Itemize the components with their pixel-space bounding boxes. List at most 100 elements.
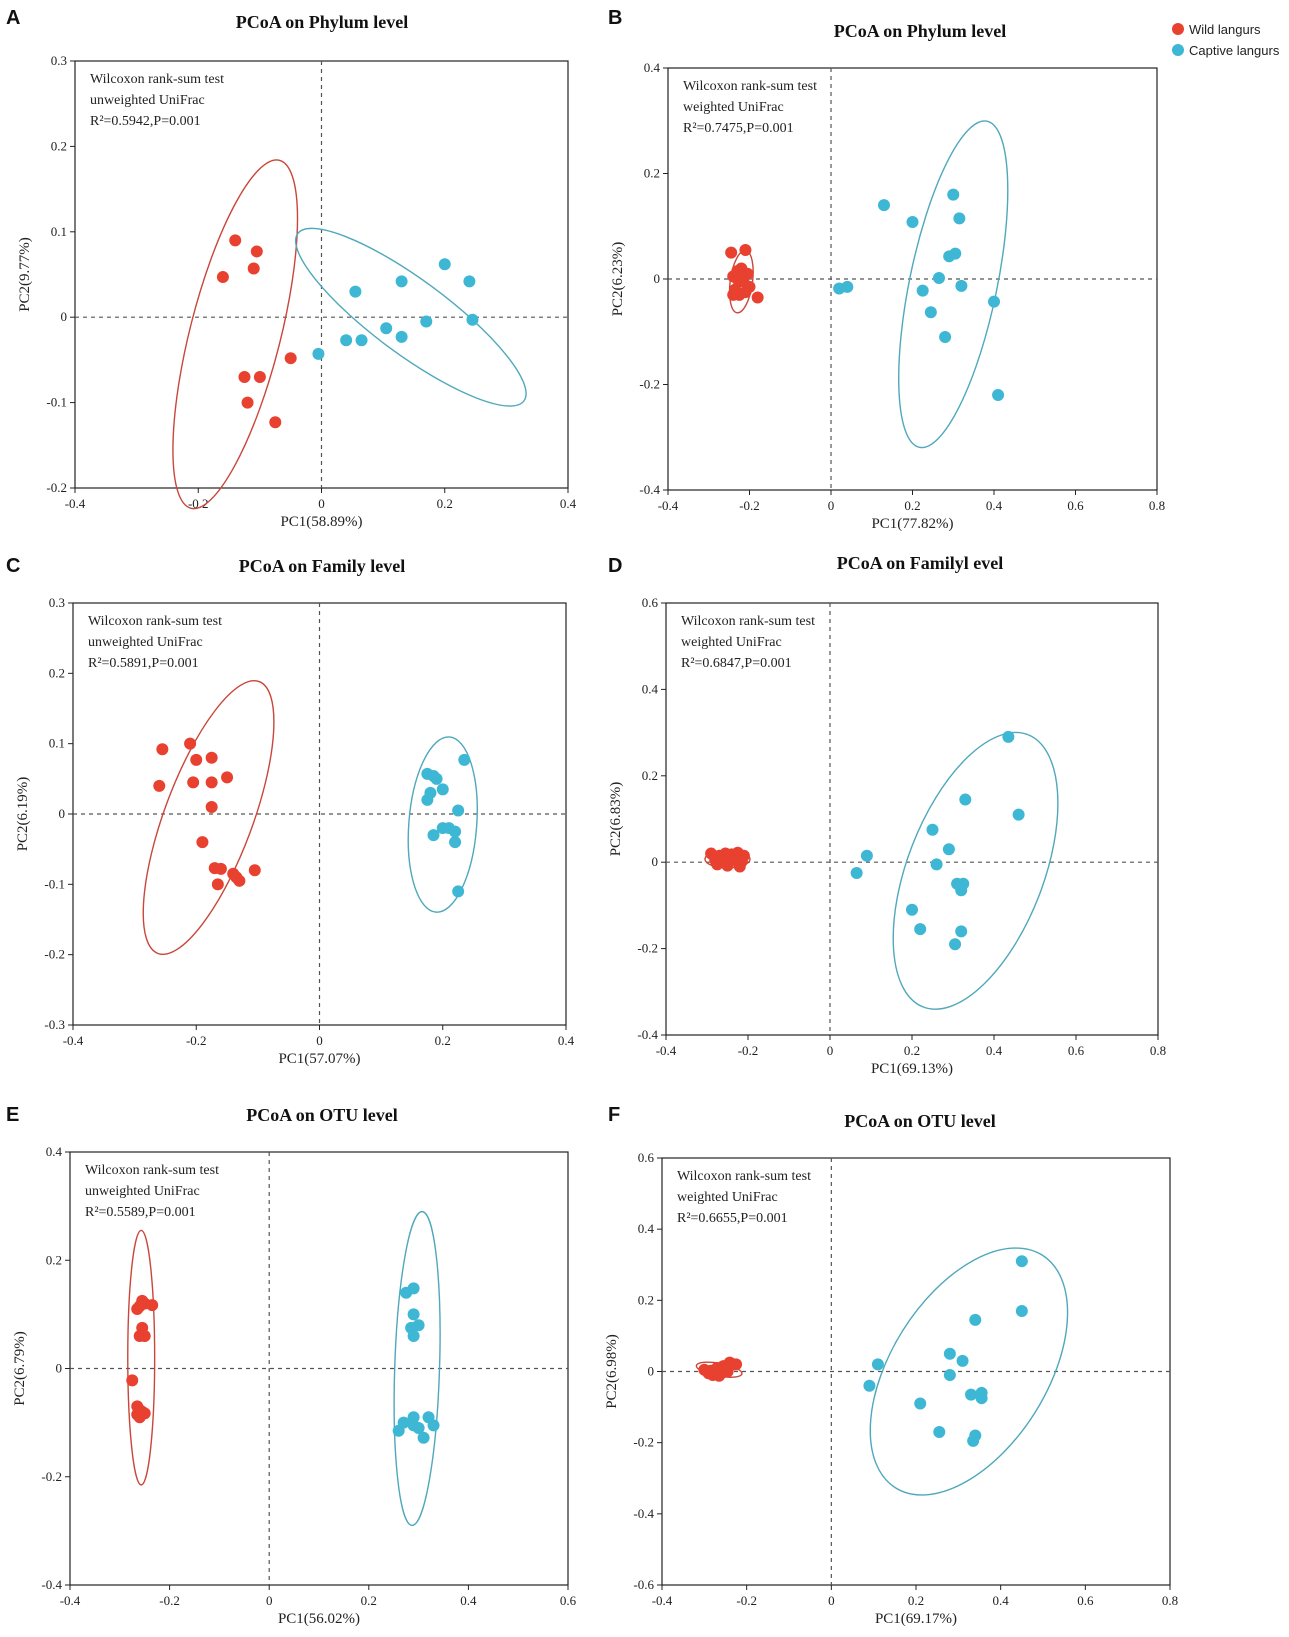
- x-tick-label: -0.2: [159, 1593, 180, 1608]
- confidence-ellipse-captive: [294, 227, 527, 407]
- x-tick-label: -0.4: [65, 496, 86, 511]
- data-point-captive: [877, 199, 890, 212]
- confidence-ellipse-wild: [172, 159, 299, 510]
- data-point-captive: [924, 306, 937, 319]
- data-point-captive: [395, 330, 408, 343]
- data-point-wild: [184, 737, 197, 750]
- data-point-wild: [146, 1299, 159, 1312]
- data-point-captive: [427, 829, 440, 842]
- data-point-captive: [992, 389, 1005, 402]
- data-point-captive: [1015, 1255, 1028, 1268]
- x-tick-label: -0.4: [658, 498, 679, 513]
- data-point-wild: [247, 262, 260, 275]
- y-tick-label: -0.4: [633, 1506, 654, 1521]
- data-point-captive: [1012, 808, 1025, 821]
- x-tick-label: 0: [316, 1033, 323, 1048]
- x-tick-label: -0.2: [736, 1593, 757, 1608]
- data-point-captive: [975, 1392, 988, 1405]
- x-tick-label: 0.8: [1162, 1593, 1178, 1608]
- x-tick-label: 0: [828, 498, 835, 513]
- data-point-wild: [233, 874, 246, 887]
- x-tick-label: 0.2: [904, 498, 920, 513]
- data-point-captive: [407, 1282, 420, 1295]
- data-point-wild: [751, 291, 764, 304]
- data-point-wild: [238, 370, 251, 383]
- data-point-captive: [943, 250, 956, 263]
- y-axis-label: PC2(6.83%): [608, 782, 624, 857]
- legend-marker-captive: [1172, 44, 1184, 56]
- confidence-ellipse-captive: [892, 731, 1059, 1010]
- panel-letter: F: [608, 1104, 620, 1126]
- annotation-line: unweighted UniFrac: [88, 635, 203, 650]
- data-point-wild: [216, 271, 229, 284]
- panel-letter: E: [6, 1104, 19, 1126]
- y-tick-label: -0.4: [637, 1027, 658, 1042]
- y-tick-label: 0.2: [51, 138, 67, 153]
- confidence-ellipse-wild: [142, 679, 275, 956]
- data-point-captive: [452, 804, 465, 817]
- data-point-captive: [943, 1347, 956, 1360]
- y-tick-label: 0.1: [49, 736, 65, 751]
- y-tick-label: 0: [56, 1361, 63, 1376]
- data-point-captive: [841, 280, 854, 293]
- data-point-wild: [711, 858, 724, 871]
- data-point-wild: [739, 243, 752, 256]
- data-point-wild: [741, 267, 754, 280]
- x-tick-label: -0.4: [63, 1033, 84, 1048]
- y-axis-label: PC2(6.98%): [604, 1334, 620, 1409]
- data-point-captive: [955, 925, 968, 938]
- x-tick-label: 0.2: [904, 1043, 920, 1058]
- data-point-wild: [133, 1411, 146, 1424]
- y-tick-label: 0.4: [642, 681, 659, 696]
- legend-label-captive: Captive langurs: [1189, 43, 1280, 58]
- data-point-wild: [250, 245, 263, 258]
- x-tick-label: -0.2: [188, 496, 209, 511]
- y-tick-label: 0.1: [51, 224, 67, 239]
- y-tick-label: 0.3: [49, 595, 65, 610]
- data-point-wild: [211, 878, 224, 891]
- data-point-captive: [436, 783, 449, 796]
- data-point-wild: [739, 286, 752, 299]
- data-point-wild: [205, 751, 218, 764]
- y-tick-label: 0.4: [644, 60, 661, 75]
- legend: Wild langurs Captive langurs: [1172, 22, 1280, 58]
- y-tick-label: 0.2: [644, 166, 660, 181]
- y-tick-label: -0.4: [41, 1577, 62, 1592]
- confidence-ellipse-captive: [407, 736, 478, 913]
- panel-f: F PCoA on OTU level -0.4 -0.2 0 0.2 0.4 0.6 0.8 -…: [604, 1104, 1178, 1627]
- data-point-captive: [436, 822, 449, 835]
- data-point-captive: [430, 772, 443, 785]
- data-point-captive: [395, 275, 408, 288]
- y-tick-label: 0.4: [46, 1144, 63, 1159]
- panel-letter: D: [608, 555, 622, 577]
- x-tick-label: -0.4: [60, 1593, 81, 1608]
- panel-e: E PCoA on OTU level -0.4 -0.2 0 0.2 0.4 0.6 -0.4…: [6, 1104, 577, 1627]
- data-point-captive: [349, 285, 362, 298]
- x-tick-label: -0.2: [186, 1033, 207, 1048]
- panel-title: PCoA on Phylum level: [236, 12, 409, 32]
- data-point-captive: [942, 843, 955, 856]
- annotation-line: Wilcoxon rank-sum test: [677, 1169, 811, 1184]
- data-point-captive: [463, 275, 476, 288]
- x-tick-label: 0.4: [993, 1593, 1010, 1608]
- data-point-captive: [438, 258, 451, 271]
- data-point-captive: [407, 1330, 420, 1343]
- data-point-wild: [205, 776, 218, 789]
- x-axis-label: PC1(58.89%): [280, 514, 362, 530]
- data-point-captive: [312, 347, 325, 360]
- y-axis-label: PC2(6.79%): [12, 1331, 28, 1406]
- data-point-wild: [190, 753, 203, 766]
- panel-title: PCoA on Phylum level: [834, 21, 1007, 41]
- data-point-captive: [380, 322, 393, 335]
- y-tick-label: -0.2: [639, 377, 660, 392]
- data-point-captive: [458, 753, 471, 766]
- data-point-captive: [860, 849, 873, 862]
- panel-b: B PCoA on Phylum level -0.4 -0.2 0 0.2 0.4 0.6 0…: [608, 7, 1165, 532]
- data-point-wild: [721, 859, 734, 872]
- x-tick-label: 0.6: [560, 1593, 577, 1608]
- data-point-captive: [1015, 1305, 1028, 1318]
- annotation-line: R²=0.7475,P=0.001: [683, 121, 794, 136]
- data-point-captive: [947, 188, 960, 201]
- y-tick-label: -0.2: [637, 941, 658, 956]
- y-tick-label: 0.2: [638, 1292, 654, 1307]
